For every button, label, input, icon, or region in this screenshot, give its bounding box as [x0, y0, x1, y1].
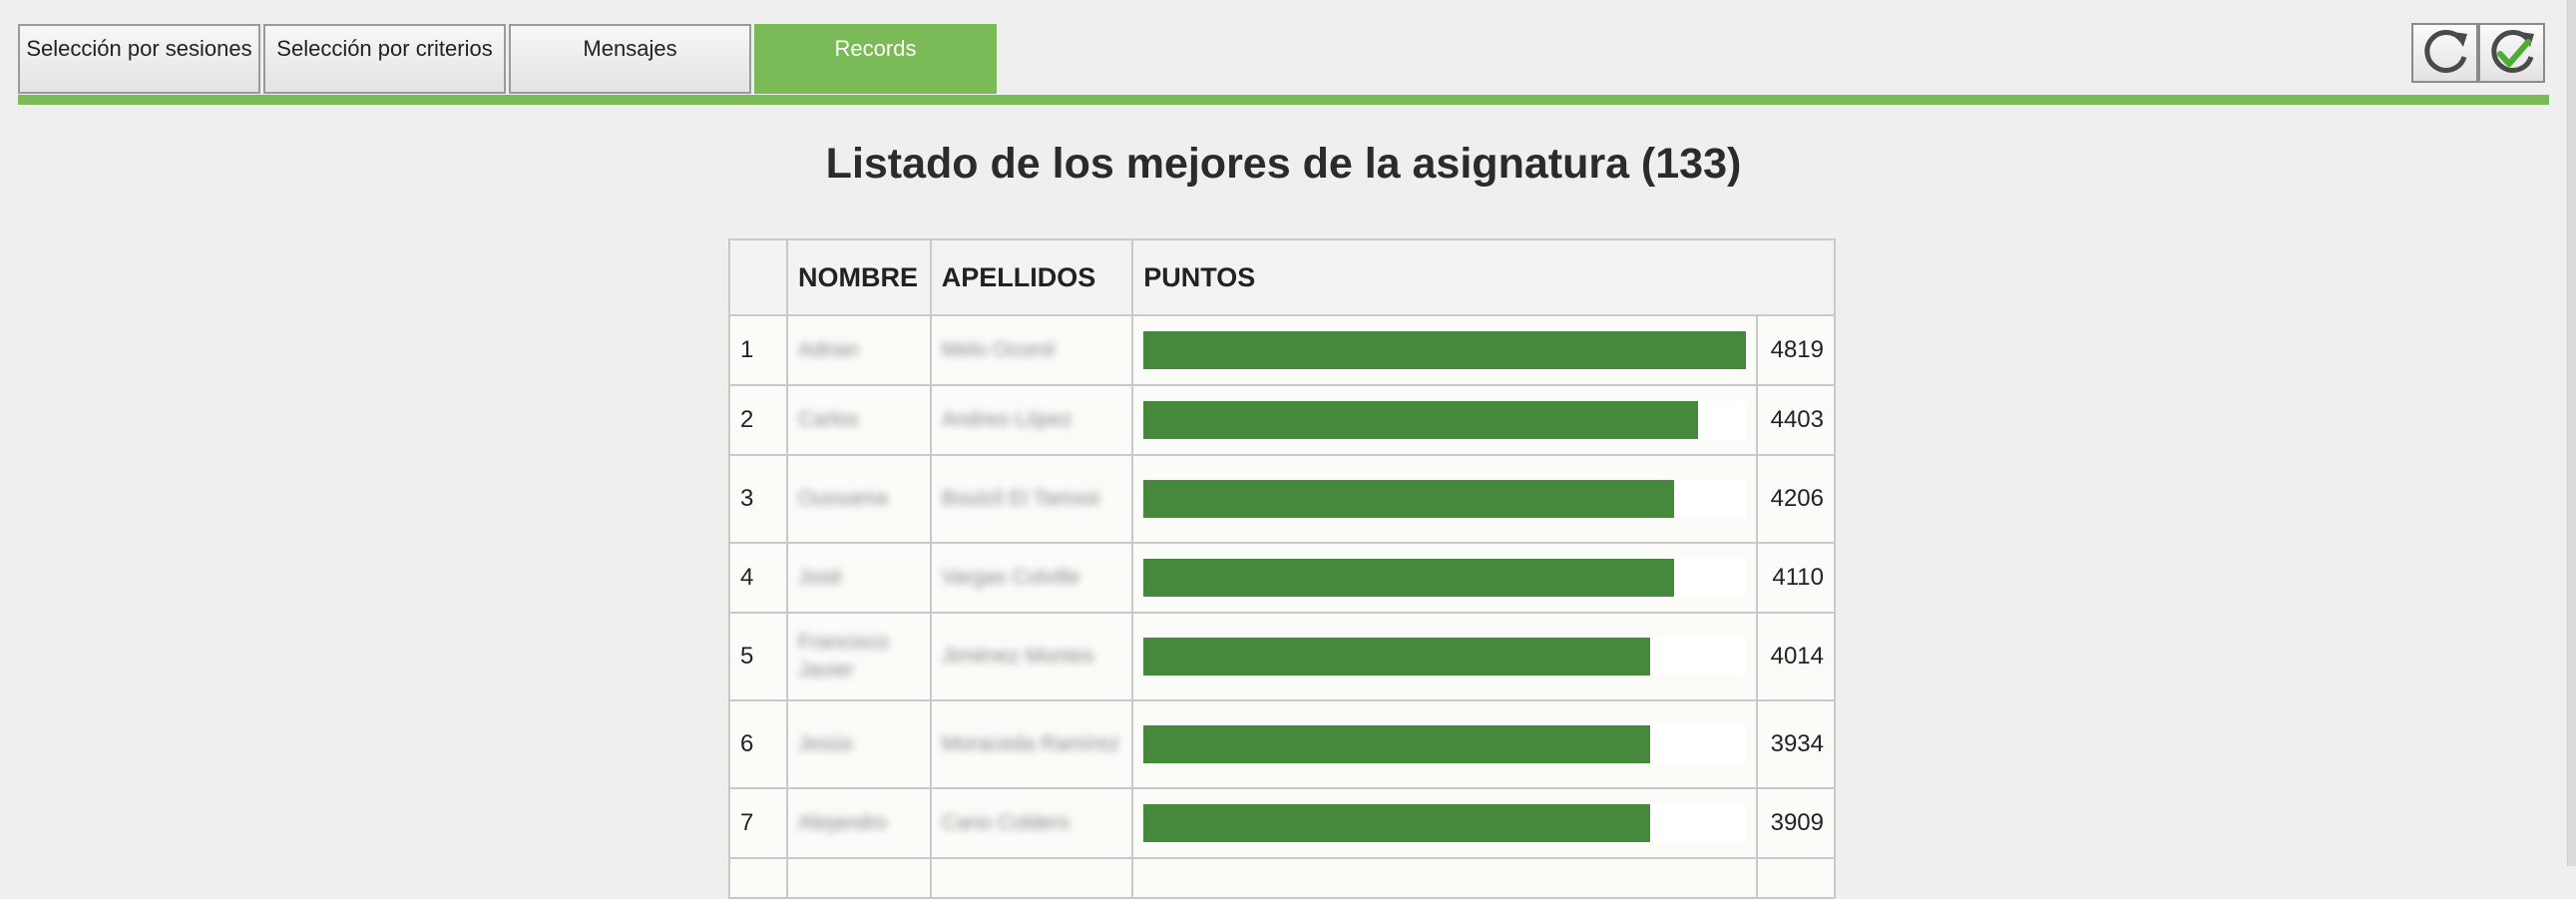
table-row: 4 José Vargas Colville 4110 — [728, 542, 1836, 614]
apellidos-text: Jiménez Montes — [941, 645, 1094, 668]
scrollbar-edge[interactable] — [2567, 0, 2576, 866]
tab-bar: Selección por sesiones Selección por cri… — [18, 24, 1000, 94]
tab-records[interactable]: Records — [754, 24, 997, 94]
nombre-text: Carlos — [797, 408, 859, 431]
points-bar-fill — [1143, 480, 1674, 518]
page-title: Listado de los mejores de la asignatura … — [825, 140, 1742, 188]
points-bar-cell — [1131, 612, 1759, 701]
name-cell: José — [785, 542, 932, 614]
table-header-row: NOMBRE APELLIDOS PUNTOS — [728, 238, 1836, 316]
points-value: 4403 — [1756, 384, 1836, 456]
nombre-text: Francisco Javier — [797, 631, 890, 681]
header-puntos: PUNTOS — [1131, 238, 1836, 316]
tab-underline — [18, 95, 2549, 105]
points-bar-track — [1143, 331, 1747, 369]
surname-cell: Jiménez Montes — [929, 612, 1134, 701]
table-row: 7 Alejandro Cano Colders 3909 — [728, 787, 1836, 859]
rank-cell-empty — [728, 857, 788, 899]
refresh-button[interactable] — [2411, 23, 2478, 83]
points-bar-cell — [1131, 787, 1759, 859]
name-cell: Adrian — [785, 314, 932, 386]
points-bar-fill — [1143, 725, 1650, 763]
points-bar-track — [1143, 804, 1747, 842]
points-bar-fill — [1143, 331, 1747, 369]
nombre-text: Oussama — [797, 487, 888, 510]
apellidos-text: Moraceda Ramírez — [941, 732, 1120, 755]
header-apellidos: APELLIDOS — [929, 238, 1134, 316]
points-bar-track — [1143, 480, 1747, 518]
refresh-check-icon — [2490, 29, 2534, 73]
points-bar-track — [1143, 559, 1747, 597]
header-rank — [728, 238, 788, 316]
name-cell: Carlos — [785, 384, 932, 456]
rank-cell: 1 — [728, 314, 788, 386]
nombre-text: José — [797, 566, 843, 589]
points-bar-fill — [1143, 638, 1650, 675]
points-bar-fill — [1143, 804, 1650, 842]
nombre-text: Jesús — [797, 732, 853, 755]
apellidos-text: Boulzil El Tamsoi — [941, 487, 1100, 510]
points-bar-track — [1143, 401, 1747, 439]
rank-cell: 6 — [728, 699, 788, 789]
name-cell: Jesús — [785, 699, 932, 789]
apellidos-text: Cano Colders — [941, 811, 1071, 834]
name-cell: Francisco Javier — [785, 612, 932, 701]
header-nombre: NOMBRE — [785, 238, 932, 316]
table-row: 2 Carlos Andreo López 4403 — [728, 384, 1836, 456]
table-row: 6 Jesús Moraceda Ramírez 3934 — [728, 699, 1836, 789]
surname-cell: Cano Colders — [929, 787, 1134, 859]
ranking-table: NOMBRE APELLIDOS PUNTOS 1 Adrian Melo Oc… — [728, 238, 1836, 899]
points-bar-track — [1143, 638, 1747, 675]
name-cell: Oussama — [785, 454, 932, 544]
apellidos-text: Melo Ocorol — [941, 338, 1055, 361]
surname-cell: Melo Ocorol — [929, 314, 1134, 386]
points-bar-cell — [1131, 384, 1759, 456]
points-bar-cell — [1131, 542, 1759, 614]
points-value: 4014 — [1756, 612, 1836, 701]
rank-cell: 7 — [728, 787, 788, 859]
refresh-confirm-button[interactable] — [2478, 23, 2545, 83]
surname-cell: Boulzil El Tamsoi — [929, 454, 1134, 544]
nombre-text: Alejandro — [797, 811, 887, 834]
rank-cell: 5 — [728, 612, 788, 701]
rank-cell: 4 — [728, 542, 788, 614]
surname-cell: Moraceda Ramírez — [929, 699, 1134, 789]
nombre-text: Adrian — [797, 338, 859, 361]
surname-cell: Andreo López — [929, 384, 1134, 456]
points-value: 4206 — [1756, 454, 1836, 544]
apellidos-text: Andreo López — [941, 408, 1073, 431]
rank-cell: 2 — [728, 384, 788, 456]
rank-cell: 3 — [728, 454, 788, 544]
points-bar-fill — [1143, 559, 1674, 597]
tab-mensajes[interactable]: Mensajes — [509, 24, 751, 94]
tab-seleccion-sesiones[interactable]: Selección por sesiones — [18, 24, 260, 94]
points-bar-cell-empty — [1131, 857, 1759, 899]
table-row-partial — [728, 857, 1836, 899]
surname-cell-empty — [929, 857, 1134, 899]
points-bar-track — [1143, 725, 1747, 763]
name-cell: Alejandro — [785, 787, 932, 859]
points-bar-cell — [1131, 699, 1759, 789]
name-cell-empty — [785, 857, 932, 899]
table-row: 3 Oussama Boulzil El Tamsoi 4206 — [728, 454, 1836, 544]
surname-cell: Vargas Colville — [929, 542, 1134, 614]
table-row: 5 Francisco Javier Jiménez Montes 4014 — [728, 612, 1836, 701]
refresh-icon — [2423, 29, 2467, 73]
points-value: 4819 — [1756, 314, 1836, 386]
table-row: 1 Adrian Melo Ocorol 4819 — [728, 314, 1836, 386]
points-bar-cell — [1131, 454, 1759, 544]
points-bar-cell — [1131, 314, 1759, 386]
points-value: 3934 — [1756, 699, 1836, 789]
top-toolbar — [2411, 23, 2545, 83]
points-value-empty — [1756, 857, 1836, 899]
points-value: 4110 — [1756, 542, 1836, 614]
tab-seleccion-criterios[interactable]: Selección por criterios — [263, 24, 506, 94]
points-bar-fill — [1143, 401, 1698, 439]
apellidos-text: Vargas Colville — [941, 566, 1080, 589]
points-value: 3909 — [1756, 787, 1836, 859]
